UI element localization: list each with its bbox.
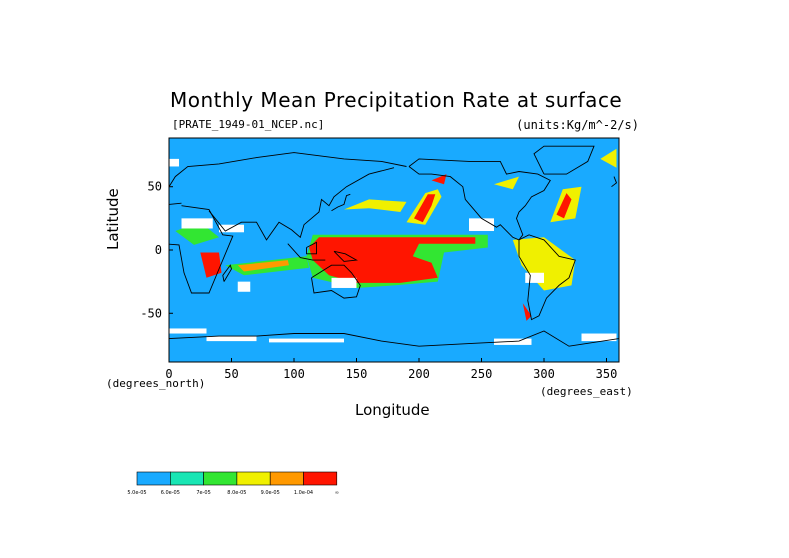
colorbar-swatch	[203, 471, 238, 486]
x-tick-label: 350	[596, 367, 618, 381]
y-axis-label: Latitude	[104, 188, 122, 250]
x-axis-unit: (degrees_east)	[540, 385, 633, 398]
precip-region	[494, 176, 519, 190]
coastline	[331, 193, 351, 212]
colorbar-swatch	[170, 471, 204, 486]
precip-region	[431, 174, 447, 185]
no-data-patch	[469, 218, 494, 232]
colorbar-label: 6.0e-05	[161, 490, 180, 496]
y-tick-label: -50	[140, 306, 162, 320]
precip-region	[522, 303, 532, 321]
colorbar: 5.0e-05 6.0e-05 7e-05 8.0e-05 9.0e-05 1.0e-04…	[127, 471, 339, 496]
coastline-layer	[169, 145, 619, 347]
precip-region	[600, 148, 617, 168]
x-axis-label: Longitude	[355, 401, 430, 419]
x-tick-label: 150	[346, 367, 368, 381]
colorbar-swatch	[236, 471, 271, 486]
colorbar-label: 5.0e-05	[127, 490, 146, 496]
colorbar-label: 1.0e-04	[294, 490, 313, 496]
coastline	[533, 145, 595, 175]
no-data-patch	[206, 336, 257, 342]
precip-region	[414, 194, 436, 223]
colorbar-swatch	[303, 471, 338, 486]
colorbar-label: 8.0e-05	[227, 490, 246, 496]
y-axis-unit: (degrees_north)	[106, 377, 206, 390]
x-tick-label: 300	[533, 367, 555, 381]
coastline	[169, 330, 619, 347]
precip-region	[512, 237, 576, 291]
colorbar-swatch	[136, 471, 171, 486]
y-tick-label: 0	[155, 243, 162, 257]
no-data-patch	[169, 328, 207, 334]
coastline	[611, 176, 618, 188]
precip-region	[556, 193, 572, 219]
coastline	[333, 250, 358, 262]
x-tick-label: 250	[471, 367, 493, 381]
no-data-patch	[525, 272, 544, 283]
coastline	[287, 243, 326, 261]
axis-ticks: 0 50 100 150 200 250 300 350 50 0 -50	[140, 180, 617, 381]
precip-region	[237, 260, 289, 272]
coastline	[408, 158, 551, 241]
x-tick-label: 100	[283, 367, 305, 381]
coastline	[208, 167, 395, 241]
colorbar-swatch	[269, 471, 304, 486]
colorbar-label: ∞	[335, 490, 339, 496]
x-tick-label: 200	[408, 367, 430, 381]
coastline	[518, 234, 576, 321]
coastline	[222, 264, 232, 282]
no-data-patch	[581, 333, 617, 342]
no-data-patch	[169, 158, 179, 167]
coastline	[311, 264, 361, 299]
no-data-patch	[181, 218, 213, 229]
no-data-patch	[269, 338, 344, 343]
no-data-patch	[219, 224, 244, 233]
coastline	[169, 205, 234, 294]
coastline	[306, 241, 317, 255]
colorbar-label: 7e-05	[196, 490, 210, 496]
y-tick-label: 50	[148, 180, 162, 194]
precip-region	[344, 199, 407, 212]
x-tick-label: 0	[165, 367, 172, 381]
no-data-patch	[331, 277, 357, 288]
source-file-label: [PRATE_1949-01_NCEP.nc]	[172, 118, 325, 131]
colorbar-label: 9.0e-05	[261, 490, 280, 496]
units-label: (units:Kg/m^-2/s)	[516, 118, 639, 132]
coastline	[169, 202, 182, 205]
chart-title: Monthly Mean Precipitation Rate at surfa…	[170, 88, 623, 112]
no-data-patch	[237, 281, 251, 292]
x-tick-label: 50	[224, 367, 238, 381]
coastline	[169, 152, 407, 187]
precip-region	[200, 252, 222, 278]
